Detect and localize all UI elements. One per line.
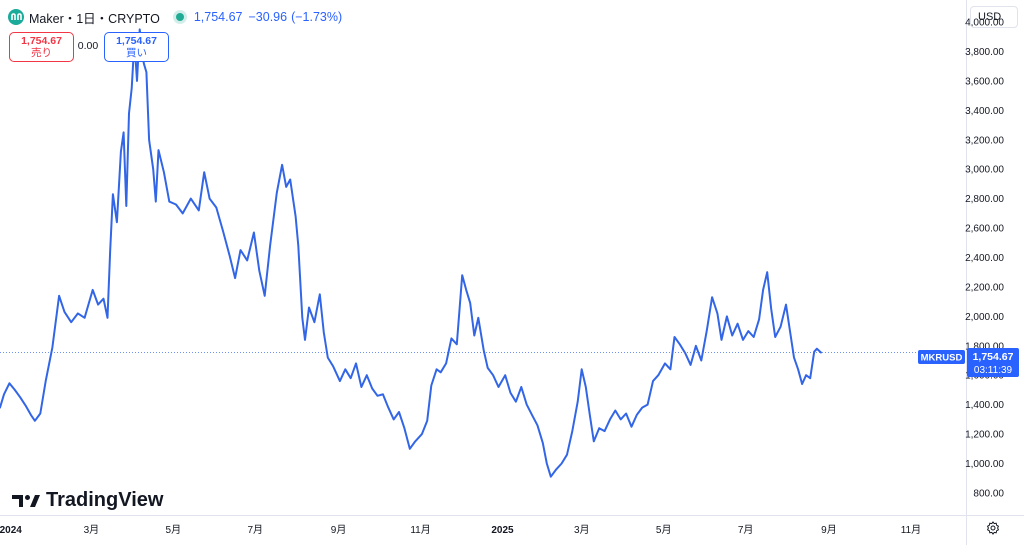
x-tick-label: 3月 (84, 524, 100, 536)
tradingview-logo-icon (12, 494, 40, 507)
header-price: 1,754.67 (193, 10, 243, 24)
header-change-pct: (−1.73%) (291, 10, 343, 24)
y-tick-label: 2,600.00 (965, 224, 1004, 235)
currency-selector[interactable]: USD (970, 6, 1018, 28)
x-tick-label: 9月 (821, 524, 837, 536)
y-tick-label: 3,000.00 (965, 165, 1004, 176)
symbol-badge (918, 350, 965, 364)
x-tick-label: 11月 (410, 524, 430, 536)
x-tick-label: 2024 (0, 525, 22, 536)
x-tick-label: 7月 (738, 524, 754, 536)
y-tick-label: 3,400.00 (965, 106, 1004, 117)
buy-label: 買い (126, 47, 147, 59)
last-price-badge (967, 348, 1019, 377)
y-tick-label: 2,000.00 (965, 312, 1004, 323)
brand-text: TradingView (46, 489, 164, 511)
x-tick-label: 5月 (166, 524, 182, 536)
tradingview-watermark: TradingView (12, 489, 163, 512)
symbol-badge-text: MKRUSD (921, 353, 963, 364)
header-change: −30.96 (248, 10, 288, 24)
buy-button[interactable]: 1,754.67 買い (104, 32, 169, 62)
y-tick-label: 3,600.00 (965, 76, 1004, 87)
y-tick-label: 1,400.00 (965, 400, 1004, 411)
y-tick-label: 1,200.00 (965, 430, 1004, 441)
y-tick-label: 1,800.00 (965, 341, 1004, 352)
x-axis: 2024 3月 5月 7月 9月 11月 2025 3月 5月 7月 9月 11月 (0, 524, 921, 536)
sell-button[interactable]: 1,754.67 売り (9, 32, 74, 62)
x-tick-label: 5月 (656, 524, 672, 536)
x-tick-label: 3月 (574, 524, 590, 536)
y-tick-label: 3,200.00 (965, 135, 1004, 146)
x-tick-label: 11月 (901, 524, 921, 536)
x-tick-label: 9月 (331, 524, 347, 536)
y-tick-label: 3,800.00 (965, 47, 1004, 58)
symbol-title[interactable]: Maker・1日・CRYPTO (29, 11, 160, 26)
y-tick-label: 1,000.00 (965, 459, 1004, 470)
last-price-badge-value: 1,754.67 (973, 351, 1014, 363)
settings-gear-icon[interactable] (985, 520, 1001, 536)
spread-value: 0.00 (77, 40, 99, 52)
y-axis: 800.001,000.001,200.001,400.001,600.001,… (965, 18, 1004, 500)
y-tick-label: 2,800.00 (965, 194, 1004, 205)
y-tick-label: 4,000.00 (965, 18, 1004, 29)
price-series-line (0, 28, 822, 478)
sell-price: 1,754.67 (21, 35, 62, 47)
y-tick-label: 2,200.00 (965, 282, 1004, 293)
x-tick-label: 7月 (247, 524, 263, 536)
last-price-countdown: 03:11:39 (974, 365, 1013, 376)
chart-header: Maker・1日・CRYPTO 1,754.67 −30.96 (−1.73%) (8, 8, 342, 26)
x-tick-label: 2025 (491, 525, 514, 536)
y-tick-label: 2,400.00 (965, 253, 1004, 264)
y-tick-label: 800.00 (973, 488, 1004, 499)
maker-logo-icon (8, 9, 24, 25)
sell-label: 売り (31, 47, 52, 59)
market-status-icon (175, 13, 184, 21)
buy-price: 1,754.67 (116, 35, 157, 47)
